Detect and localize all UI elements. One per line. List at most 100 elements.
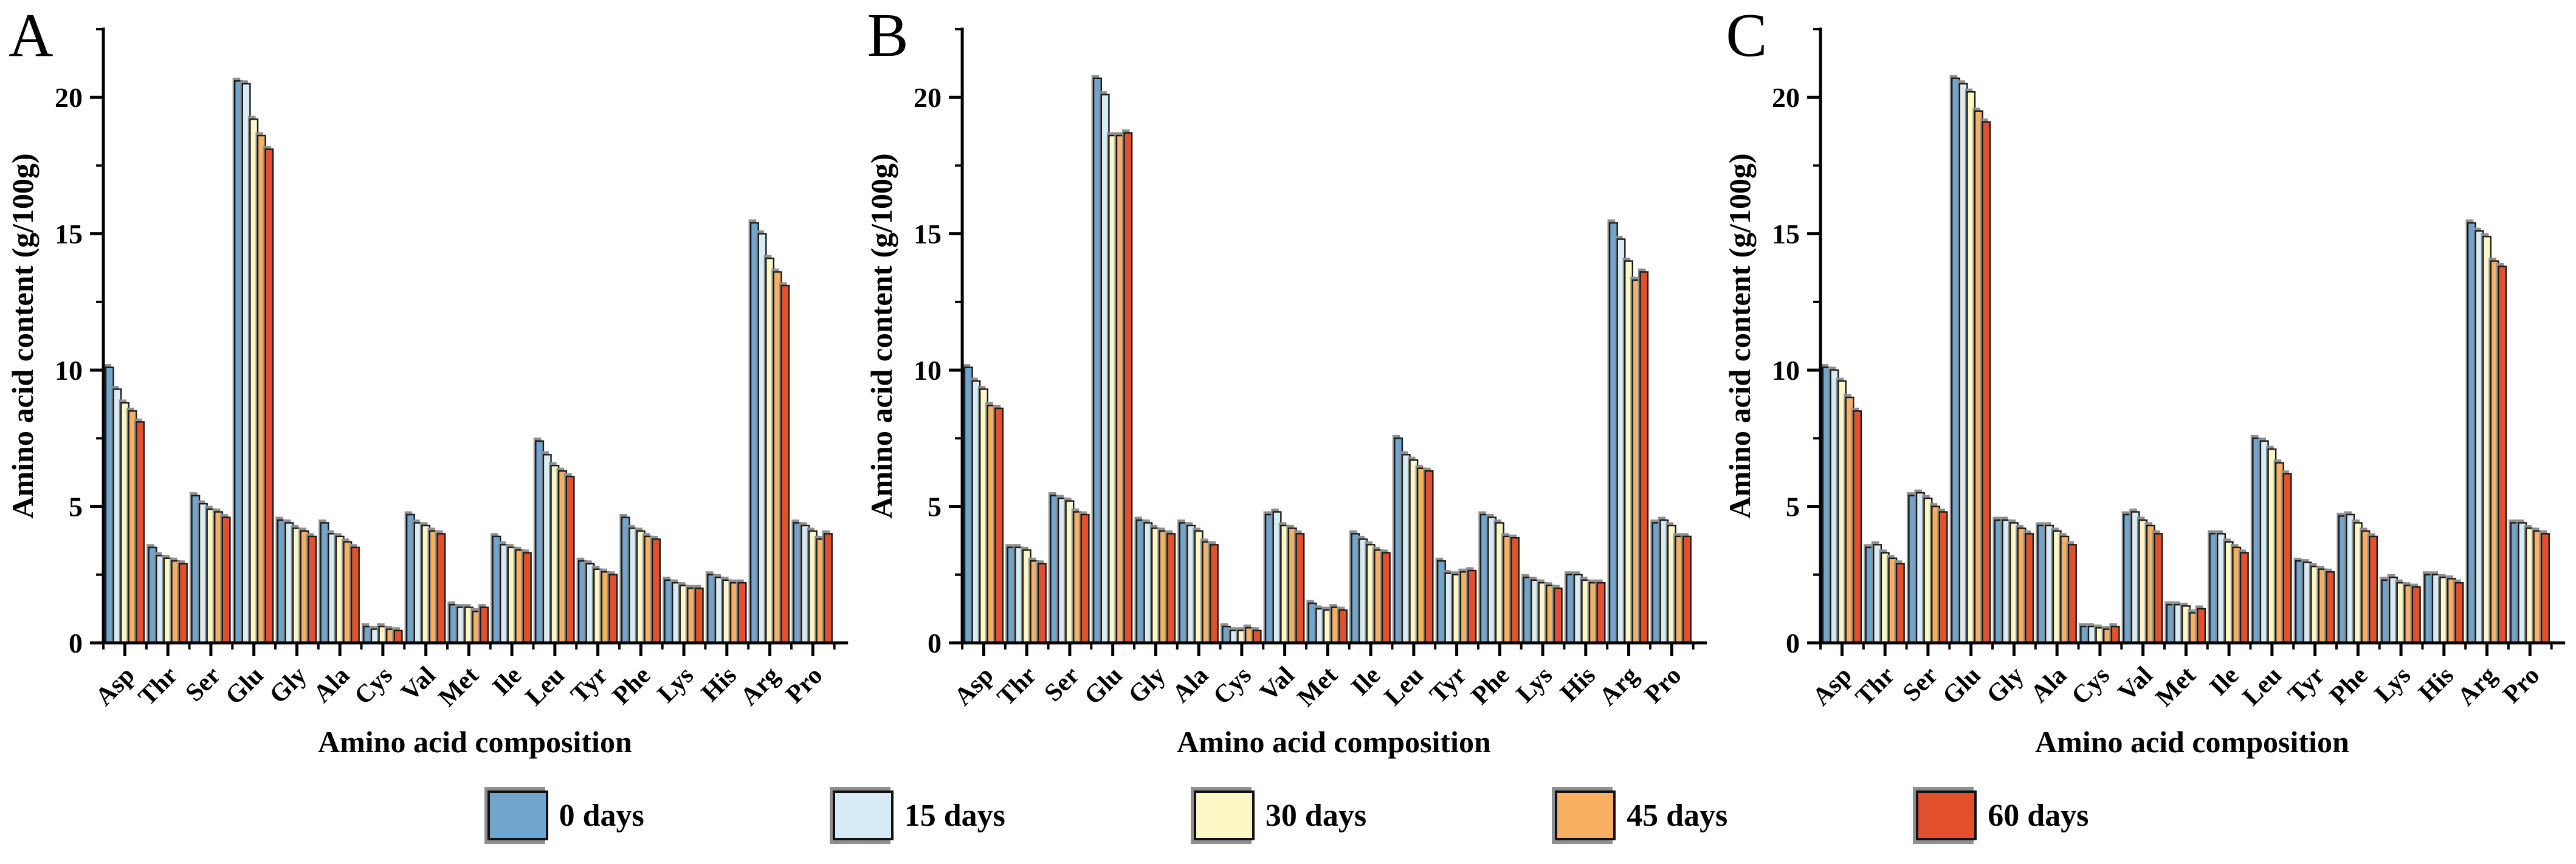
x-tick-label: Lys xyxy=(1511,662,1558,708)
x-axis-title: Amino acid composition xyxy=(318,725,632,759)
bar-val-60-days xyxy=(436,533,446,644)
bar-thr-60-days xyxy=(1896,563,1906,644)
bar-group-asp xyxy=(103,364,145,644)
bar-group-lys xyxy=(1521,574,1563,644)
bar-group-lys xyxy=(2380,574,2422,644)
bar-glu-60-days xyxy=(1982,121,1991,644)
y-tick-label: 0 xyxy=(928,628,942,659)
x-tick-label: Ile xyxy=(2205,662,2245,702)
x-tick-label: Pro xyxy=(2498,662,2546,709)
y-tick-label: 10 xyxy=(914,355,942,386)
bar-group-leu xyxy=(1392,434,1434,644)
panels-row: 0 5 10 15 20 Asp Thr Ser Glu Gly Ala Cys Val Met Ile Le… xyxy=(0,0,2566,767)
x-tick-label: Asp xyxy=(90,662,140,711)
x-tick-label: Glu xyxy=(1938,662,1986,710)
x-tick-label: Leu xyxy=(2237,662,2287,711)
bar-arg-60-days xyxy=(2498,266,2507,644)
bar-cys-60-days xyxy=(2110,625,2120,644)
bar-group-ala xyxy=(319,519,360,644)
bar-group-ser xyxy=(189,492,231,644)
bar-tyr-60-days xyxy=(608,574,618,644)
x-tick-label: Tyr xyxy=(1424,662,1472,709)
x-tick-label: Tyr xyxy=(2283,662,2330,709)
y-axis-title: Amino acid content (g/100g) xyxy=(5,153,40,518)
x-tick-label: Ser xyxy=(1039,662,1084,707)
y-tick-label: 0 xyxy=(1786,628,1800,659)
x-tick-label: Val xyxy=(1255,662,1300,707)
bar-gly-60-days xyxy=(308,535,317,644)
bar-group-gly xyxy=(1992,516,2034,644)
bar-asp-60-days xyxy=(136,421,145,644)
y-tick-label: 15 xyxy=(55,219,83,250)
bar-group-thr xyxy=(1005,544,1047,644)
bar-group-met xyxy=(447,601,489,644)
bar-group-met xyxy=(2164,601,2206,644)
panel-a-letter: A xyxy=(9,1,53,70)
bar-arg-60-days xyxy=(1639,271,1648,644)
bar-group-arg xyxy=(2465,219,2507,644)
y-tick-label: 5 xyxy=(1786,492,1800,523)
legend-label: 30 days xyxy=(1265,798,1367,833)
x-tick-label: Phe xyxy=(607,662,656,710)
x-tick-label: Lys xyxy=(652,662,699,708)
bar-group-asp xyxy=(1820,364,1862,644)
bar-group-ile xyxy=(2208,530,2250,644)
bar-gly-60-days xyxy=(2025,533,2034,644)
bar-lys-60-days xyxy=(1553,588,1563,644)
bar-his-60-days xyxy=(2454,582,2464,644)
bar-group-thr xyxy=(146,544,188,644)
x-tick-label: Asp xyxy=(949,662,999,711)
bars xyxy=(962,75,1692,644)
bar-group-ser xyxy=(1907,489,1948,644)
bar-pro-60-days xyxy=(2541,533,2550,644)
x-tick-label: Cys xyxy=(350,662,398,710)
bar-group-gly xyxy=(1134,516,1176,644)
bar-val-60-days xyxy=(1295,533,1305,644)
x-tick-label: Arg xyxy=(1594,662,1644,711)
bar-group-val xyxy=(1263,509,1305,644)
y-tick-label: 10 xyxy=(55,355,83,386)
bar-met-60-days xyxy=(480,606,489,644)
y-tick-label: 5 xyxy=(928,492,942,523)
legend-swatch xyxy=(1916,790,1977,840)
panel-b: 0 5 10 15 20 Asp Thr Ser Glu Gly Ala Cys Val Met Ile Le… xyxy=(859,0,1718,767)
x-tick-label: Arg xyxy=(2453,662,2502,711)
x-tick-label: Gly xyxy=(1982,662,2030,710)
x-tick-label: Cys xyxy=(1208,662,1256,710)
x-tick-label: Gly xyxy=(1123,662,1171,710)
x-tick-label: Ser xyxy=(181,662,226,707)
bar-val-60-days xyxy=(2154,533,2163,644)
x-tick-label: Met xyxy=(1292,662,1343,713)
bar-group-asp xyxy=(962,364,1004,644)
x-tick-label: Lys xyxy=(2369,662,2416,708)
bar-cys-60-days xyxy=(1252,629,1262,644)
x-tick-label: Ile xyxy=(487,662,528,702)
bar-group-ile xyxy=(491,533,532,644)
bar-group-gly xyxy=(275,516,317,644)
bar-group-tyr xyxy=(2293,557,2335,644)
x-tick-label: Ala xyxy=(308,662,355,708)
bar-ser-60-days xyxy=(1938,511,1948,644)
bar-phe-60-days xyxy=(2369,535,2378,644)
x-tick-label: Ala xyxy=(2025,662,2072,708)
legend-swatch xyxy=(1193,790,1255,840)
bar-group-glu xyxy=(232,77,274,644)
bar-met-60-days xyxy=(2197,608,2206,644)
x-axis-title: Amino acid composition xyxy=(2035,725,2349,759)
x-tick-label: Cys xyxy=(2067,662,2115,710)
x-tick-label: Tyr xyxy=(565,662,613,709)
bar-gly-60-days xyxy=(1166,533,1176,644)
panel-a: 0 5 10 15 20 Asp Thr Ser Glu Gly Ala Cys Val Met Ile Le… xyxy=(0,0,859,767)
bar-group-ser xyxy=(1048,492,1090,644)
bar-group-lys xyxy=(663,577,704,644)
panel-b-letter: B xyxy=(867,1,909,70)
legend-item-15-days: 15 days xyxy=(832,790,1005,840)
bar-group-glu xyxy=(1091,75,1132,644)
bar-ser-60-days xyxy=(1080,513,1090,644)
x-tick-label: Ile xyxy=(1346,662,1386,702)
bar-glu-60-days xyxy=(264,148,274,644)
legend-item-0-days: 0 days xyxy=(487,790,644,840)
y-tick-label: 15 xyxy=(1772,219,1800,250)
